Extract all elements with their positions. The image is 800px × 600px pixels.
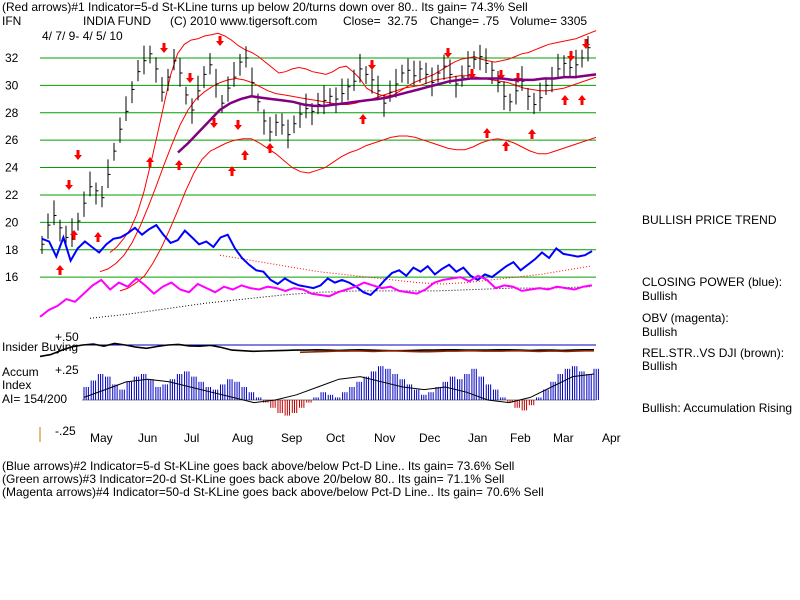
closing-power-line	[41, 223, 593, 297]
ma-line	[177, 73, 597, 154]
down-arrow	[582, 39, 590, 49]
price-bands	[89, 30, 597, 319]
index-label: Index	[2, 378, 32, 392]
x-month-label: Sep	[281, 431, 303, 445]
relstr-label: REL.STR..VS DJI (brown):	[642, 346, 785, 360]
cp-ma-dotted	[219, 254, 591, 285]
relstr-value: Bullish	[642, 359, 678, 373]
signal-arrows	[56, 36, 590, 275]
y-tick-label: 20	[5, 215, 19, 229]
x-month-label: May	[90, 431, 113, 445]
y-tick-label: 24	[5, 161, 19, 175]
x-month-label: Jun	[138, 431, 157, 445]
accum-index	[83, 366, 599, 416]
up-arrow	[502, 141, 510, 151]
down-arrow	[216, 36, 224, 46]
obv-line	[39, 274, 593, 318]
x-axis-months: May Jun Jul Aug Sep Oct Nov Dec Jan Feb Mar Apr	[90, 431, 621, 445]
accum-smooth-line	[83, 373, 595, 404]
relstr-line	[39, 342, 594, 358]
ai-label: AI= 154/200	[2, 392, 68, 406]
down-arrow	[444, 48, 452, 58]
header-line-1: (Red arrows)#1 Indicator=5-d St-KLine tu…	[2, 0, 528, 14]
x-month-label: Nov	[374, 431, 395, 445]
y-tick-label: 26	[5, 133, 19, 147]
minus25-label: -.25	[55, 424, 76, 438]
trend-label: BULLISH PRICE TREND	[642, 213, 777, 227]
y-tick-label: 18	[5, 243, 19, 257]
down-arrow	[160, 43, 168, 53]
up-arrow	[483, 128, 491, 138]
y-tick-label: 30	[5, 78, 19, 92]
x-month-label: Jul	[184, 431, 199, 445]
down-arrow	[210, 118, 218, 128]
down-arrow	[234, 120, 242, 130]
x-month-label: Aug	[232, 431, 253, 445]
footer-line-1: (Blue arrows)#2 Indicator=5-d St-KLine g…	[2, 459, 515, 473]
y-axis-ticks: 32 30 28 26 24 22 20 18 16	[5, 51, 19, 284]
mid-band	[99, 75, 597, 273]
up-arrow	[241, 150, 249, 160]
x-month-label: Apr	[602, 431, 621, 445]
up-arrow	[578, 95, 586, 105]
down-arrow	[567, 51, 575, 61]
relstr-line	[39, 342, 594, 358]
up-arrow	[228, 166, 236, 176]
fund-title: INDIA FUND	[83, 14, 152, 28]
closing-power-line	[41, 223, 593, 297]
up-arrow	[70, 230, 78, 240]
plus25-label: +.25	[55, 363, 79, 377]
upper-band	[109, 30, 597, 253]
x-month-label: Mar	[553, 431, 574, 445]
insider-plus50: +.50	[55, 330, 79, 344]
lower-band	[119, 135, 597, 292]
down-arrow	[514, 73, 522, 83]
obv-label: OBV (magenta):	[642, 311, 729, 325]
y-tick-label: 32	[5, 51, 19, 65]
down-arrow	[468, 69, 476, 79]
change-value: Change= .75	[430, 14, 500, 28]
accum-status: Bullish: Accumulation Rising	[642, 401, 793, 415]
up-arrow	[266, 143, 274, 153]
date-range: 4/ 7/ 9- 4/ 5/ 10	[42, 29, 123, 43]
relstr-brown-line	[299, 349, 594, 354]
closing-power-value: Bullish	[642, 289, 678, 303]
up-arrow	[175, 160, 183, 170]
obv-line	[39, 274, 593, 318]
volume-value: Volume= 3305	[510, 14, 588, 28]
down-arrow	[368, 60, 376, 70]
moving-average	[177, 73, 597, 154]
obv-value: Bullish	[642, 325, 678, 339]
up-arrow	[561, 95, 569, 105]
grid-lines	[39, 57, 596, 442]
close-value: Close= 32.75	[343, 14, 418, 28]
x-month-label: Oct	[326, 431, 345, 445]
footer-line-3: (Magenta arrows)#4 Indicator=50-d St-KLi…	[2, 485, 544, 499]
up-arrow	[94, 232, 102, 242]
y-tick-label: 28	[5, 106, 19, 120]
accum-label: Accum	[2, 365, 39, 379]
down-arrow	[65, 180, 73, 190]
down-arrow	[186, 73, 194, 83]
ticker: IFN	[2, 14, 22, 28]
up-arrow	[146, 157, 154, 167]
down-arrow	[74, 150, 82, 160]
y-tick-label: 22	[5, 188, 19, 202]
x-month-label: Jan	[468, 431, 487, 445]
up-arrow	[528, 129, 536, 139]
insider-buying-label: Insider Buying	[2, 340, 79, 354]
up-arrow	[56, 265, 64, 275]
footer-line-2: (Green arrows)#3 Indicator=20-d St-KLine…	[2, 472, 505, 486]
y-tick-label: 16	[5, 270, 19, 284]
stock-chart: 32 30 28 26 24 22 20 18 16 May Jun Jul Aug Sep Oct Nov…	[5, 30, 621, 445]
x-month-label: Dec	[419, 431, 440, 445]
x-month-label: Feb	[510, 431, 531, 445]
price-bars	[41, 36, 591, 254]
copyright: (C) 2010 www.tigersoft.com	[170, 14, 318, 28]
up-arrow	[359, 114, 367, 124]
closing-power-label: CLOSING POWER (blue):	[642, 275, 783, 289]
